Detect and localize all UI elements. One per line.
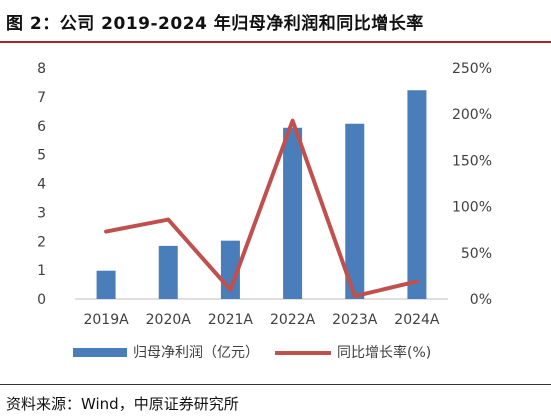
left-axis-tick-label: 6 [37, 119, 46, 135]
x-axis-tick-label: 2022A [270, 312, 316, 328]
growth-point-2019A [105, 231, 107, 233]
right-axis-tick-label: 150% [452, 153, 492, 169]
figure-title-bar: 图 2：公司 2019-2024 年归母净利润和同比增长率 [0, 0, 551, 43]
x-axis-tick-label: 2023A [332, 312, 378, 328]
title-divider [0, 41, 551, 43]
bar-2022A [283, 127, 303, 300]
bar-2020A [158, 245, 178, 299]
x-axis-tick-label: 2019A [83, 312, 129, 328]
left-axis-tick-label: 4 [37, 177, 46, 193]
legend-label-bar: 归母净利润（亿元） [133, 344, 259, 361]
left-axis-tick-label: 3 [37, 205, 46, 221]
growth-point-2023A [354, 295, 356, 297]
x-axis-tick-label: 2024A [394, 312, 440, 328]
bar-2019A [96, 270, 116, 299]
growth-rate-line [104, 118, 419, 299]
left-axis-tick-label: 5 [37, 148, 46, 164]
growth-point-2024A [416, 280, 418, 282]
growth-point-2022A [292, 120, 294, 122]
left-axis-tick-label: 2 [37, 234, 46, 250]
x-axis-tick-label: 2020A [146, 312, 192, 328]
right-axis-tick-label: 50% [461, 246, 492, 262]
bar-2023A [345, 123, 365, 299]
left-axis-tick-label: 0 [37, 292, 46, 308]
left-axis-tick-label: 7 [37, 90, 46, 106]
source-divider [0, 384, 551, 385]
x-axis-tick-label: 2021A [208, 312, 254, 328]
right-axis-tick-label: 100% [452, 200, 492, 216]
left-axis-tick-label: 1 [37, 263, 46, 279]
right-axis-tick-label: 200% [452, 107, 492, 123]
figure-title: 图 2：公司 2019-2024 年归母净利润和同比增长率 [6, 14, 424, 34]
right-axis-tick-label: 0% [470, 292, 492, 308]
source-note: 资料来源：Wind，中原证券研究所 [6, 395, 239, 413]
legend-swatch-bar [73, 348, 127, 357]
right-axis-tick-label: 250% [452, 61, 492, 77]
left-axis-tick-label: 8 [37, 61, 46, 77]
growth-point-2021A [229, 289, 231, 291]
legend-label-line: 同比增长率(%) [337, 344, 431, 361]
chart: 0 1 2 3 4 5 6 7 8 0% 50% 100% 150% 200% 250% 2019A 2020A… [37, 61, 492, 361]
bar-2024A [407, 90, 427, 299]
growth-point-2020A [167, 219, 169, 221]
